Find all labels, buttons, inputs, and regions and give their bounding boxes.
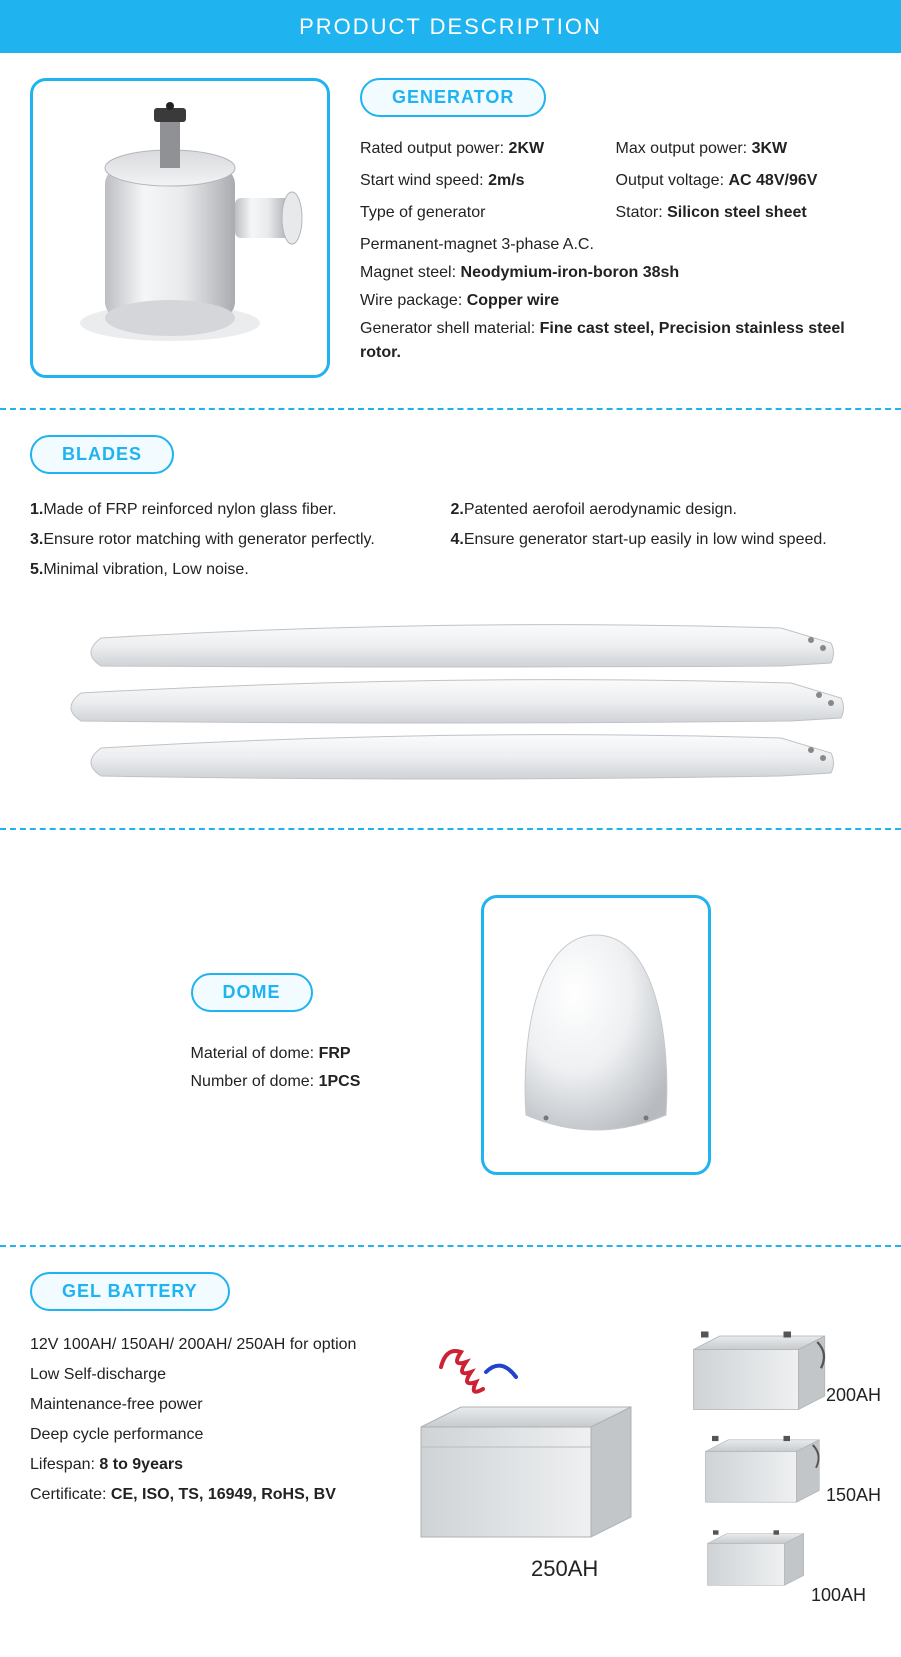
generator-image-frame bbox=[30, 78, 330, 378]
spec-max-power: Max output power: 3KW bbox=[616, 137, 872, 161]
badge-blades: BLADES bbox=[30, 435, 174, 474]
spec-rated-power: Rated output power: 2KW bbox=[360, 137, 616, 161]
spec-wire: Wire package: Copper wire bbox=[360, 289, 871, 313]
section-blades: BLADES 1.Made of FRP reinforced nylon gl… bbox=[0, 410, 901, 830]
section-battery: GEL BATTERY 12V 100AH/ 150AH/ 200AH/ 250… bbox=[0, 1247, 901, 1657]
dome-specs: DOME Material of dome: FRP Number of dom… bbox=[191, 973, 431, 1098]
blade-feature-4: 4.Ensure generator start-up easily in lo… bbox=[451, 528, 872, 552]
blade-feature-2: 2.Patented aerofoil aerodynamic design. bbox=[451, 498, 872, 522]
spec-stator: Stator: Silicon steel sheet bbox=[616, 201, 872, 225]
blades-illustration bbox=[41, 608, 861, 798]
badge-dome: DOME bbox=[191, 973, 313, 1012]
spec-battery-line-1: Low Self-discharge bbox=[30, 1363, 361, 1387]
generator-illustration bbox=[50, 98, 310, 358]
spec-shell: Generator shell material: Fine cast stee… bbox=[360, 317, 871, 365]
blade-feature-5: 5.Minimal vibration, Low noise. bbox=[30, 558, 451, 582]
spec-type-value: Permanent-magnet 3-phase A.C. bbox=[360, 233, 871, 257]
page-title: PRODUCT DESCRIPTION bbox=[299, 14, 602, 39]
spec-output-voltage: Output voltage: AC 48V/96V bbox=[616, 169, 872, 193]
battery-150ah bbox=[706, 1436, 820, 1502]
label-100ah: 100AH bbox=[811, 1582, 866, 1609]
blade-feature-1: 1.Made of FRP reinforced nylon glass fib… bbox=[30, 498, 451, 522]
spec-dome-number: Number of dome: 1PCS bbox=[191, 1070, 431, 1094]
label-200ah: 200AH bbox=[826, 1382, 881, 1409]
section-generator: GENERATOR Rated output power: 2KW Max ou… bbox=[0, 53, 901, 410]
badge-generator: GENERATOR bbox=[360, 78, 546, 117]
spec-start-wind: Start wind speed: 2m/s bbox=[360, 169, 616, 193]
spec-battery-cert: Certificate: CE, ISO, TS, 16949, RoHS, B… bbox=[30, 1483, 361, 1507]
battery-250ah bbox=[421, 1407, 631, 1537]
blade-feature-3: 3.Ensure rotor matching with generator p… bbox=[30, 528, 451, 552]
dome-image-frame bbox=[481, 895, 711, 1175]
battery-specs: 12V 100AH/ 150AH/ 200AH/ 250AH for optio… bbox=[30, 1327, 361, 1513]
spec-dome-material: Material of dome: FRP bbox=[191, 1042, 431, 1066]
spec-battery-lifespan: Lifespan: 8 to 9years bbox=[30, 1453, 361, 1477]
spec-type-label: Type of generator bbox=[360, 201, 616, 225]
spec-magnet: Magnet steel: Neodymium-iron-boron 38sh bbox=[360, 261, 871, 285]
spec-battery-options: 12V 100AH/ 150AH/ 200AH/ 250AH for optio… bbox=[30, 1333, 361, 1357]
battery-200ah bbox=[694, 1332, 825, 1410]
badge-battery: GEL BATTERY bbox=[30, 1272, 230, 1311]
battery-illustration-group: 250AH 200AH 150AH 100AH bbox=[391, 1327, 871, 1627]
generator-specs: GENERATOR Rated output power: 2KW Max ou… bbox=[360, 78, 871, 369]
battery-100ah bbox=[708, 1530, 804, 1585]
blades-feature-list: 1.Made of FRP reinforced nylon glass fib… bbox=[30, 498, 871, 588]
spec-battery-line-2: Maintenance-free power bbox=[30, 1393, 361, 1417]
label-250ah: 250AH bbox=[531, 1552, 598, 1585]
spec-battery-line-3: Deep cycle performance bbox=[30, 1423, 361, 1447]
page-header: PRODUCT DESCRIPTION bbox=[0, 0, 901, 53]
label-150ah: 150AH bbox=[826, 1482, 881, 1509]
dome-illustration bbox=[506, 920, 686, 1150]
section-dome: DOME Material of dome: FRP Number of dom… bbox=[0, 830, 901, 1247]
